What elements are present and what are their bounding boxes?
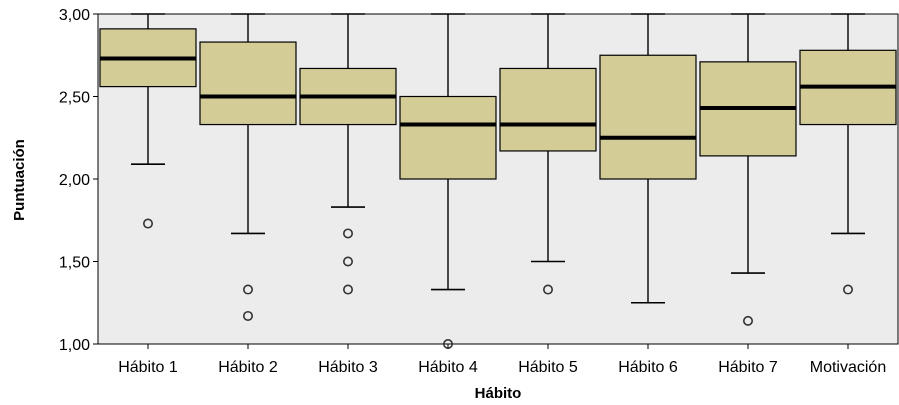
outlier-point [742, 315, 753, 326]
box-group [799, 13, 897, 295]
box-group [299, 13, 397, 295]
box-group [99, 13, 197, 229]
box [499, 67, 597, 152]
x-tick-label: Hábito 4 [418, 359, 478, 376]
x-tick-label: Hábito 3 [318, 359, 378, 376]
box [399, 95, 497, 180]
outlier-point [342, 256, 353, 267]
x-tick-label: Hábito 7 [718, 359, 778, 376]
outlier-point [243, 284, 254, 295]
x-tick-label: Hábito 1 [118, 359, 178, 376]
x-axis: Hábito 1 Hábito 2 Hábito 3 Hábito 4 Hábito 5… [118, 344, 886, 376]
box-group [599, 13, 697, 304]
box-group [499, 13, 597, 295]
y-tick-label: 1,00 [59, 337, 90, 354]
box-group [699, 13, 797, 326]
outlier-point [243, 310, 254, 321]
y-tick-label: 2,50 [59, 90, 90, 107]
box [199, 41, 297, 126]
x-tick-label: Hábito 2 [218, 359, 278, 376]
outlier-point [342, 228, 353, 239]
x-tick-label: Hábito 5 [518, 359, 578, 376]
box [599, 54, 697, 180]
outlier-point [143, 218, 154, 229]
x-tick-label: Hábito 6 [618, 359, 678, 376]
y-axis: 1,00 1,50 2,00 2,50 3,00 [59, 7, 98, 354]
outlier-point [542, 284, 553, 295]
y-tick-label: 2,00 [59, 172, 90, 189]
outlier-point [842, 284, 853, 295]
y-tick-label: 3,00 [59, 7, 90, 24]
x-axis-title: Hábito [475, 385, 522, 402]
box-group [199, 13, 297, 321]
outlier-point [342, 284, 353, 295]
y-tick-label: 1,50 [59, 255, 90, 272]
box-group [399, 13, 497, 349]
y-axis-title: Puntuación [11, 139, 28, 221]
boxes-layer [99, 13, 897, 349]
x-tick-label: Motivación [810, 359, 886, 376]
